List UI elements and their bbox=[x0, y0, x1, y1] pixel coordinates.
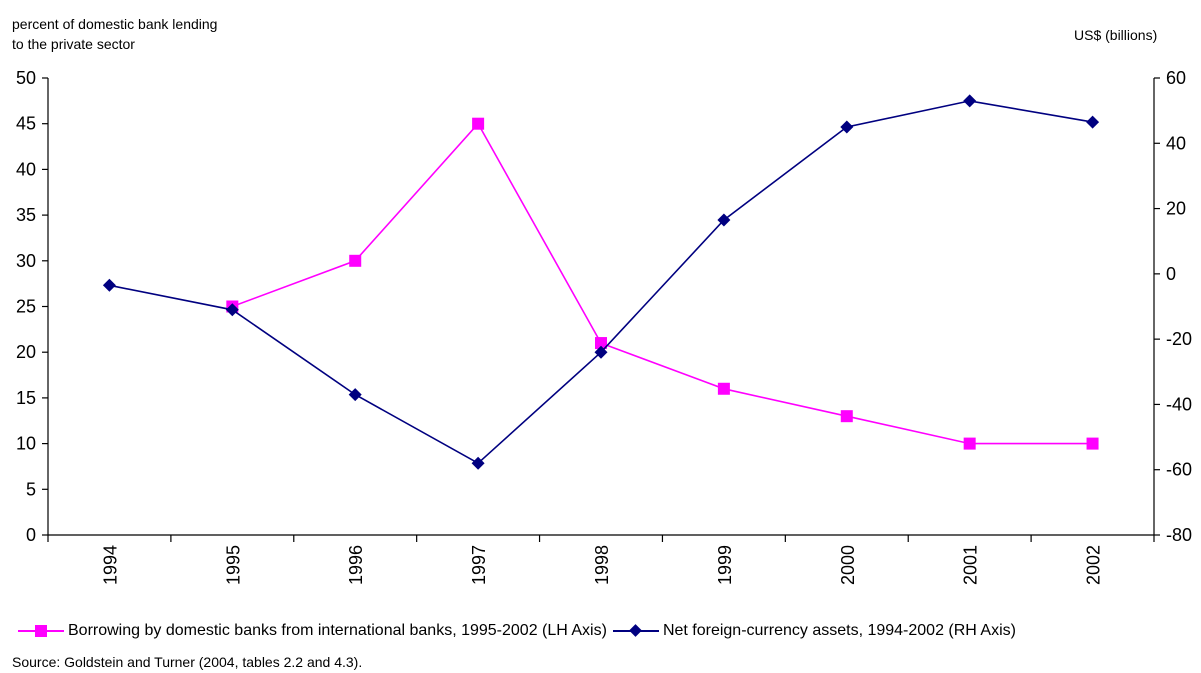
x-axis-tick-label: 1994 bbox=[100, 545, 120, 585]
data-point-diamond-marker bbox=[102, 278, 116, 292]
left-axis-tick-label: 45 bbox=[16, 114, 36, 134]
data-point-diamond-marker bbox=[225, 303, 239, 317]
right-axis-tick-label: 20 bbox=[1166, 199, 1186, 219]
right-axis-label: US$ (billions) bbox=[1074, 27, 1158, 43]
legend-item-borrowing: Borrowing by domestic banks from interna… bbox=[18, 621, 607, 641]
x-axis-tick-label: 1999 bbox=[715, 545, 735, 585]
data-point-diamond-marker bbox=[1086, 115, 1100, 129]
line-chart: 0 5 10 15 20 25 30 35 40 45 50 -80 -60 -40 -20 0 20 40 60 1… bbox=[16, 68, 1192, 585]
data-point-square-marker bbox=[349, 254, 362, 267]
left-axis-tick-label: 5 bbox=[26, 479, 36, 499]
left-axis-tick-label: 0 bbox=[26, 525, 36, 545]
right-axis-tick-label: -20 bbox=[1166, 329, 1192, 349]
legend: Borrowing by domestic banks from interna… bbox=[18, 620, 1022, 642]
legend-label-net-assets: Net foreign-currency assets, 1994-2002 (… bbox=[662, 622, 1016, 639]
left-axis-tick-label: 10 bbox=[16, 434, 36, 454]
left-axis-tick-label: 15 bbox=[16, 388, 36, 408]
data-point-square-marker bbox=[595, 337, 607, 350]
left-axis-tick-label: 25 bbox=[16, 297, 36, 317]
legend-item-net-assets: Net foreign-currency assets, 1994-2002 (… bbox=[612, 621, 1016, 641]
x-axis-tick-label: 1998 bbox=[592, 545, 612, 585]
x-axis-tick-label: 2001 bbox=[961, 545, 981, 585]
x-axis-tick-label: 1996 bbox=[346, 545, 366, 585]
left-axis-tick-label: 30 bbox=[16, 251, 36, 271]
right-axis-tick-label: -80 bbox=[1166, 525, 1192, 545]
legend-swatch-borrowing bbox=[18, 621, 64, 641]
left-axis-tick-label: 50 bbox=[16, 68, 36, 88]
data-point-diamond-marker bbox=[348, 388, 362, 402]
data-point-square-marker bbox=[717, 382, 730, 395]
data-point-square-marker bbox=[1086, 437, 1099, 450]
right-axis-tick-label: -60 bbox=[1166, 460, 1192, 480]
data-point-diamond-marker bbox=[840, 120, 854, 134]
right-axis-tick-label: 0 bbox=[1166, 264, 1176, 284]
x-axis-tick-label: 1997 bbox=[469, 545, 489, 585]
left-axis-tick-label: 20 bbox=[16, 342, 36, 362]
data-point-diamond-marker bbox=[594, 345, 608, 359]
x-axis-tick-label: 2002 bbox=[1084, 545, 1104, 585]
legend-swatch-net-assets bbox=[612, 621, 659, 641]
data-point-diamond-marker bbox=[963, 94, 977, 108]
left-axis-label-line2: to the private sector bbox=[12, 36, 135, 52]
data-point-square-marker bbox=[472, 117, 485, 130]
data-point-diamond-marker bbox=[717, 213, 731, 227]
data-point-square-marker bbox=[963, 437, 976, 450]
series-line-0 bbox=[232, 122, 1093, 445]
source-note: Source: Goldstein and Turner (2004, tabl… bbox=[12, 654, 363, 670]
axes: 0 5 10 15 20 25 30 35 40 45 50 -80 -60 -40 -20 0 20 40 60 1… bbox=[16, 68, 1192, 585]
x-axis-tick-label: 2000 bbox=[838, 545, 858, 585]
right-axis-tick-label: 40 bbox=[1166, 133, 1186, 153]
data-point-diamond-marker bbox=[471, 456, 485, 470]
right-axis-tick-label: 60 bbox=[1166, 68, 1186, 88]
legend-label-borrowing: Borrowing by domestic banks from interna… bbox=[68, 622, 607, 639]
series-group bbox=[102, 94, 1100, 470]
x-axis-tick-label: 1995 bbox=[223, 545, 243, 585]
right-axis-tick-label: -40 bbox=[1166, 394, 1192, 414]
series-line-1 bbox=[109, 100, 1093, 465]
data-point-square-marker bbox=[840, 410, 853, 423]
left-axis-tick-label: 40 bbox=[16, 159, 36, 179]
left-axis-tick-label: 35 bbox=[16, 205, 36, 225]
left-axis-label-line1: percent of domestic bank lending bbox=[12, 16, 218, 32]
